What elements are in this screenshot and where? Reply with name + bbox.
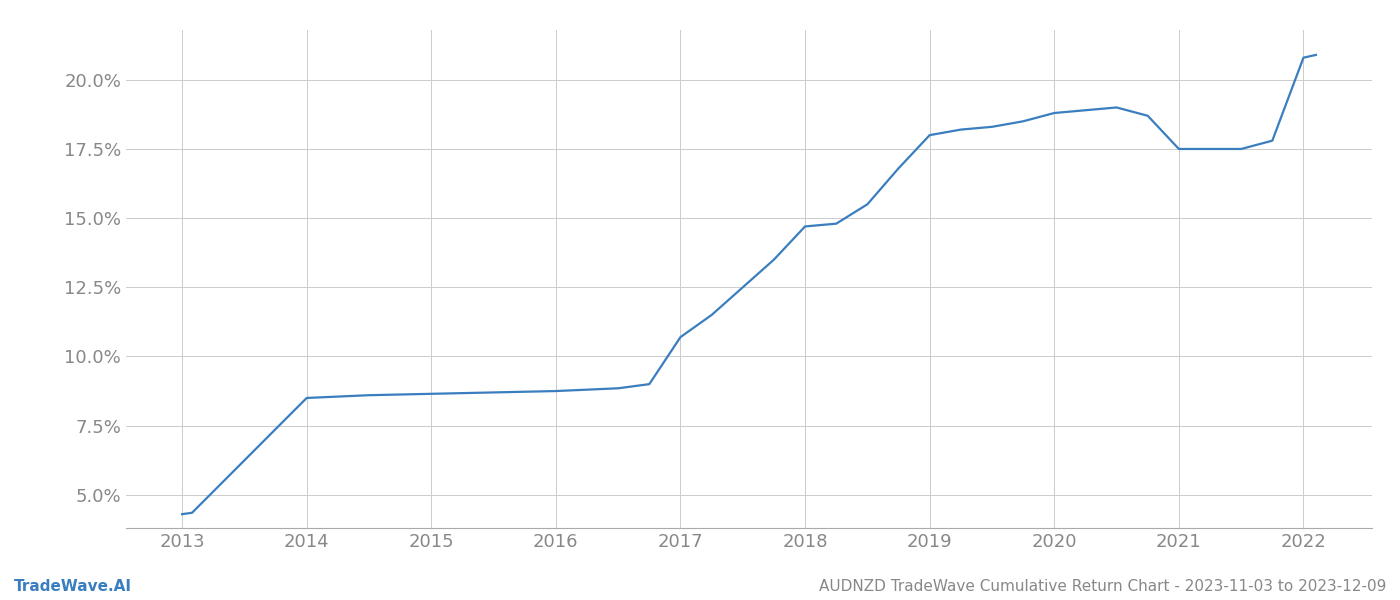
Text: TradeWave.AI: TradeWave.AI: [14, 579, 132, 594]
Text: AUDNZD TradeWave Cumulative Return Chart - 2023-11-03 to 2023-12-09: AUDNZD TradeWave Cumulative Return Chart…: [819, 579, 1386, 594]
